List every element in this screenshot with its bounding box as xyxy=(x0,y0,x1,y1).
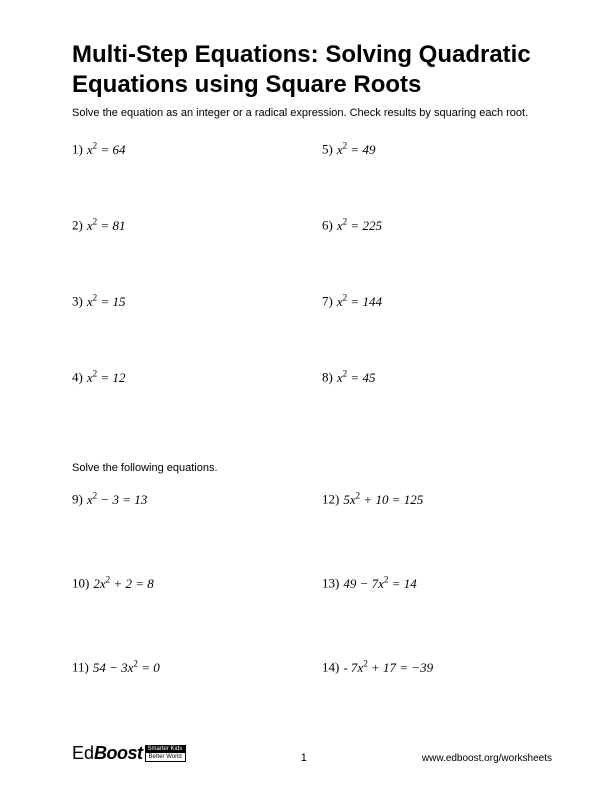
problem-item: 1) x2 = 64 xyxy=(72,140,302,216)
problem-number: 3) xyxy=(72,294,83,309)
problem-equation: x2 = 144 xyxy=(337,294,382,309)
problem-item: 8) x2 = 45 xyxy=(322,368,552,444)
page-footer: EdBoost Smarter Kids Better World 1 www.… xyxy=(72,743,552,764)
logo-tagline-1: Smarter Kids xyxy=(145,745,186,753)
problem-number: 14) xyxy=(322,660,339,675)
problems-section-2: 9) x2 − 3 = 13 10) 2x2 + 2 = 8 11) 54 − 3x2… xyxy=(72,490,552,742)
problem-item: 7) x2 = 144 xyxy=(322,292,552,368)
logo-boost-text: Boost xyxy=(94,743,143,764)
problem-item: 4) x2 = 12 xyxy=(72,368,302,444)
footer-url: www.edboost.org/worksheets xyxy=(422,753,552,764)
problem-number: 12) xyxy=(322,492,339,507)
logo-tagline-2: Better World xyxy=(145,753,186,762)
problem-equation: x2 = 12 xyxy=(87,370,126,385)
problem-item: 9) x2 − 3 = 13 xyxy=(72,490,302,574)
problem-item: 10) 2x2 + 2 = 8 xyxy=(72,574,302,658)
problem-item: 13) 49 − 7x2 = 14 xyxy=(322,574,552,658)
column-right: 5) x2 = 49 6) x2 = 225 7) x2 = 144 8) x2 = 4… xyxy=(322,140,552,444)
problem-equation: - 7x2 + 17 = −39 xyxy=(343,660,433,675)
page-title: Multi-Step Equations: Solving Quadratic … xyxy=(72,40,552,100)
problem-item: 14) - 7x2 + 17 = −39 xyxy=(322,658,552,742)
problem-equation: 49 − 7x2 = 14 xyxy=(343,576,416,591)
edboost-logo: EdBoost Smarter Kids Better World xyxy=(72,743,186,764)
problem-item: 12) 5x2 + 10 = 125 xyxy=(322,490,552,574)
problem-number: 2) xyxy=(72,218,83,233)
problem-number: 4) xyxy=(72,370,83,385)
problems-section-1: 1)x2 = 64 2)x2 = 81 3)x2 = 15 4)x2 = 12 … xyxy=(72,140,552,444)
worksheet-page: Multi-Step Equations: Solving Quadratic … xyxy=(0,0,612,792)
problem-equation: x2 = 15 xyxy=(87,294,126,309)
page-number: 1 xyxy=(301,752,307,764)
problem-item: 6) x2 = 225 xyxy=(322,216,552,292)
problem-number: 13) xyxy=(322,576,339,591)
section-2-label: Solve the following equations. xyxy=(72,462,552,474)
column-left: 9) x2 − 3 = 13 10) 2x2 + 2 = 8 11) 54 − 3x2… xyxy=(72,490,302,742)
problem-number: 11) xyxy=(72,660,89,675)
problem-equation: x2 = 49 xyxy=(337,142,376,157)
problem-equation: x2 − 3 = 13 xyxy=(87,492,147,507)
problem-number: 8) xyxy=(322,370,333,385)
problem-item: 11) 54 − 3x2 = 0 xyxy=(72,658,302,742)
problem-number: 10) xyxy=(72,576,89,591)
problem-item: 5) x2 = 49 xyxy=(322,140,552,216)
problem-equation: x2 = 45 xyxy=(337,370,376,385)
problem-item: 3) x2 = 15 xyxy=(72,292,302,368)
column-left: 1) x2 = 64 2) x2 = 81 3) x2 = 15 4) x2 = 12 xyxy=(72,140,302,444)
problem-item: 2) x2 = 81 xyxy=(72,216,302,292)
problem-number: 7) xyxy=(322,294,333,309)
problem-equation: 2x2 + 2 = 8 xyxy=(93,576,153,591)
problem-number: 5) xyxy=(322,142,333,157)
problem-number: 1) xyxy=(72,142,83,157)
column-right: 12) 5x2 + 10 = 125 13) 49 − 7x2 = 14 14) - … xyxy=(322,490,552,742)
logo-ed-text: Ed xyxy=(72,743,94,764)
problem-number: 6) xyxy=(322,218,333,233)
logo-tagline-box: Smarter Kids Better World xyxy=(145,745,186,762)
problem-equation: 5x2 + 10 = 125 xyxy=(343,492,423,507)
problem-equation: x2 = 225 xyxy=(337,218,382,233)
problem-equation: x2 = 81 xyxy=(87,218,126,233)
instructions-text: Solve the equation as an integer or a ra… xyxy=(72,106,552,120)
problem-equation: 54 − 3x2 = 0 xyxy=(93,660,160,675)
problem-equation: x2 = 64 xyxy=(87,142,126,157)
problem-number: 9) xyxy=(72,492,83,507)
